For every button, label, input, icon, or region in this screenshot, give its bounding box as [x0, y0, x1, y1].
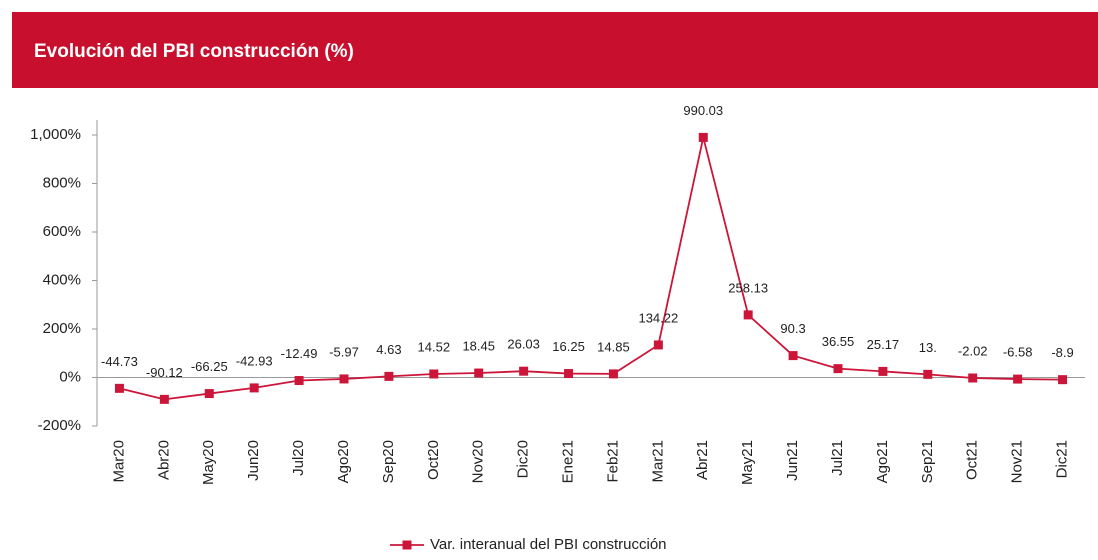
marker	[429, 369, 439, 379]
data-label: -2.02	[958, 343, 988, 358]
data-label: 16.25	[552, 339, 585, 354]
marker	[384, 371, 394, 381]
x-tick-label: Dic21	[1054, 440, 1071, 478]
marker	[204, 389, 214, 399]
x-tick-label: May21	[739, 440, 756, 485]
x-tick-label: Ago20	[335, 440, 352, 483]
y-tick-label: 1,000%	[30, 126, 81, 143]
marker	[294, 376, 304, 386]
data-label: -42.93	[236, 353, 273, 368]
data-label: -5.97	[329, 344, 359, 359]
marker	[878, 366, 888, 376]
header-banner	[12, 12, 1098, 88]
marker	[474, 368, 484, 378]
x-tick-label: Jul21	[829, 440, 846, 476]
x-tick-label: Sep21	[919, 440, 936, 483]
x-tick-label: Feb21	[604, 440, 621, 483]
marker	[114, 383, 124, 393]
line	[119, 137, 1063, 401]
legend-label: Var. interanual del PBI construcción	[430, 536, 667, 553]
legend-marker	[402, 540, 412, 550]
marker	[159, 394, 169, 404]
data-label: 990.03	[683, 103, 723, 118]
x-tick-label: Oct20	[425, 440, 442, 480]
x-tick-label: Ene21	[560, 440, 577, 483]
marker	[833, 364, 843, 374]
data-label: -8.9	[1051, 345, 1073, 360]
y-tick-label: 0%	[59, 368, 81, 385]
x-tick-label: Nov21	[1009, 440, 1026, 483]
x-tick-label: Jul20	[290, 440, 307, 476]
marker	[519, 366, 529, 376]
data-label: 14.85	[597, 339, 630, 354]
marker	[1058, 375, 1068, 385]
marker	[923, 369, 933, 379]
y-tick-label: 200%	[43, 320, 81, 337]
x-tick-label: Abr20	[155, 440, 172, 480]
x-tick-label: Jun21	[784, 440, 801, 481]
marker	[743, 310, 753, 320]
marker	[788, 351, 798, 361]
chart-title: Evolución del PBI construcción (%)	[34, 41, 354, 62]
x-tick-label: Ago21	[874, 440, 891, 483]
data-label: -44.73	[101, 354, 138, 369]
y-tick-label: 600%	[43, 223, 81, 240]
x-tick-label: Mar20	[110, 440, 127, 483]
data-label: 26.03	[507, 337, 540, 352]
data-label: 13.	[919, 340, 937, 355]
x-tick-label: Dic20	[515, 440, 532, 478]
marker	[698, 132, 708, 142]
data-label: 25.17	[867, 337, 900, 352]
data-label: 4.63	[376, 342, 401, 357]
data-label: 18.45	[462, 338, 495, 353]
y-tick-label: -200%	[38, 417, 81, 434]
data-label: -90.12	[146, 365, 183, 380]
x-tick-label: Mar21	[649, 440, 666, 483]
data-label: 258.13	[728, 280, 768, 295]
marker	[968, 373, 978, 383]
data-label: 134.22	[638, 310, 678, 325]
data-label: -6.58	[1003, 345, 1033, 360]
marker	[564, 369, 574, 379]
data-label: 36.55	[822, 334, 855, 349]
marker	[608, 369, 618, 379]
data-label: 14.52	[418, 339, 451, 354]
data-label: 90.3	[780, 321, 805, 336]
marker	[339, 374, 349, 384]
marker	[249, 383, 259, 393]
data-label: -66.25	[191, 359, 228, 374]
x-tick-label: May20	[200, 440, 217, 485]
x-tick-label: Jun20	[245, 440, 262, 481]
data-label: -12.49	[281, 346, 318, 361]
x-tick-label: Nov20	[470, 440, 487, 483]
x-tick-label: Oct21	[964, 440, 981, 480]
marker	[1013, 374, 1023, 384]
x-tick-label: Abr21	[694, 440, 711, 480]
marker	[653, 340, 663, 350]
y-tick-label: 400%	[43, 271, 81, 288]
y-tick-label: 800%	[43, 174, 81, 191]
x-tick-label: Sep20	[380, 440, 397, 483]
